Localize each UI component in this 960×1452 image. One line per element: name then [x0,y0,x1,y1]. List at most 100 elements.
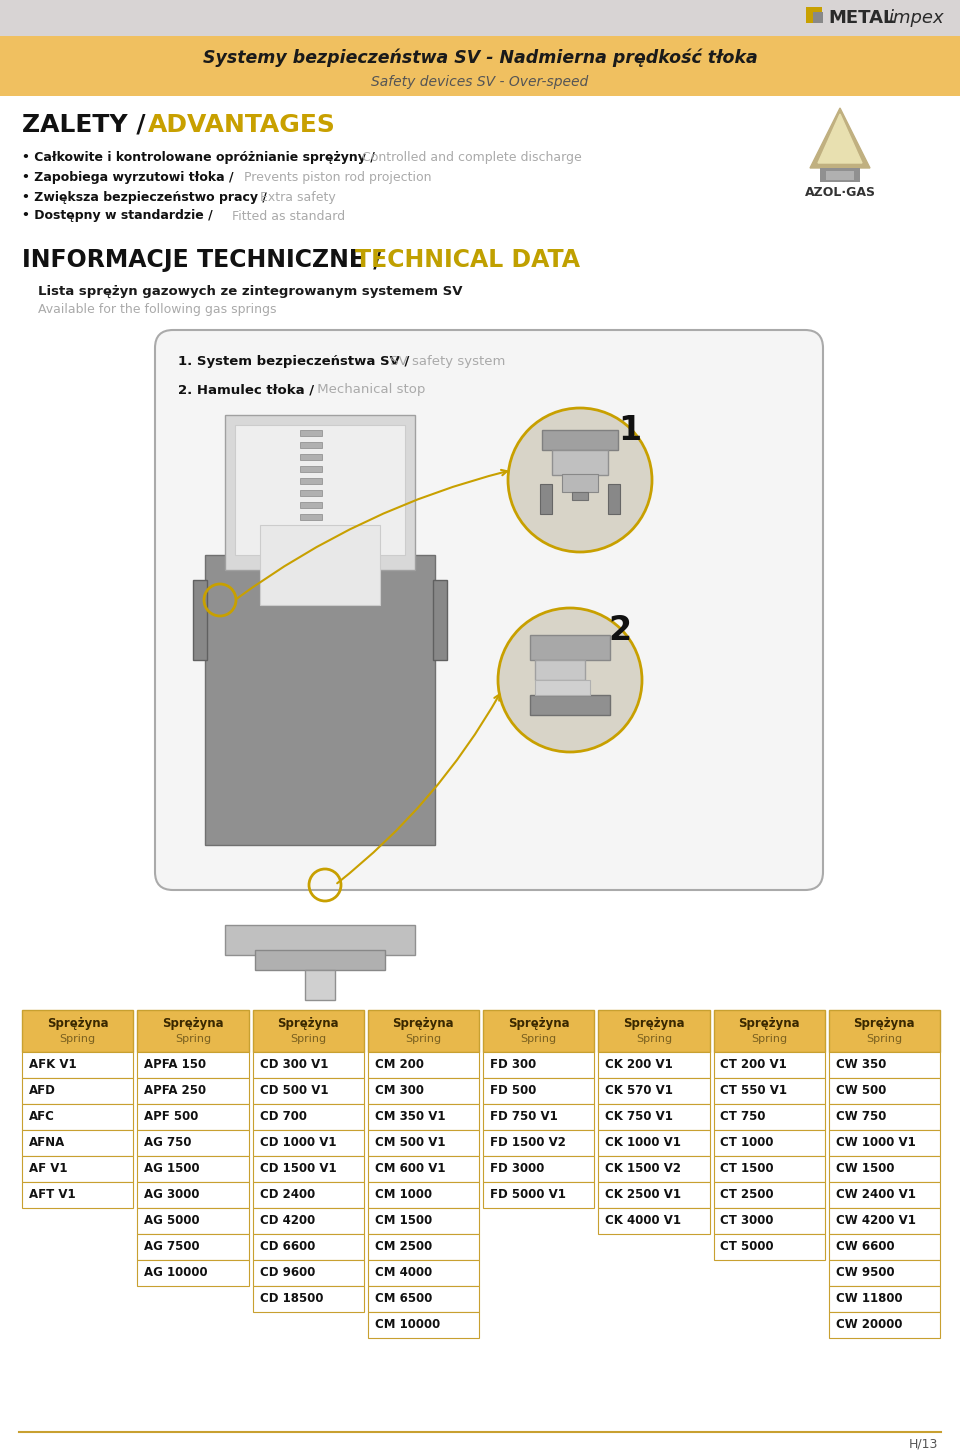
Text: CD 700: CD 700 [259,1111,306,1124]
Bar [22,1130,133,1156]
Text: Spring: Spring [290,1034,326,1044]
Text: 1. System bezpieczeństwa SV /: 1. System bezpieczeństwa SV / [178,356,409,369]
Bar [826,171,854,180]
Bar [368,1260,479,1286]
Bar [598,1053,709,1077]
Bar [305,970,335,1000]
Bar [300,489,322,497]
Bar [137,1130,249,1156]
Text: AFNA: AFNA [29,1137,65,1150]
Bar [368,1234,479,1260]
Text: CW 4200 V1: CW 4200 V1 [836,1214,916,1227]
Text: AF V1: AF V1 [29,1163,67,1176]
Text: Spring: Spring [60,1034,96,1044]
Bar [608,484,620,514]
Text: Sprężyna: Sprężyna [47,1016,108,1029]
Bar [535,661,585,680]
Polygon shape [810,107,870,168]
Text: Sprężyna: Sprężyna [623,1016,684,1029]
Text: • Zwiększa bezpieczeństwo pracy /: • Zwiększa bezpieczeństwo pracy / [22,190,267,203]
Bar [137,1011,249,1053]
Text: CT 5000: CT 5000 [721,1240,774,1253]
Bar [225,925,415,955]
Text: Spring: Spring [866,1034,902,1044]
Bar [368,1053,479,1077]
Bar [806,7,822,23]
Bar [22,1053,133,1077]
Text: METAL: METAL [828,9,895,28]
Text: Lista sprężyn gazowych ze zintegrowanym systemem SV: Lista sprężyn gazowych ze zintegrowanym … [38,286,463,299]
Text: CT 2500: CT 2500 [721,1189,774,1201]
Text: CD 2400: CD 2400 [259,1189,315,1201]
Text: CK 1500 V2: CK 1500 V2 [605,1163,682,1176]
Text: AZOL·GAS: AZOL·GAS [804,186,876,199]
Text: • Dostępny w standardzie /: • Dostępny w standardzie / [22,209,213,222]
Bar [137,1077,249,1104]
Text: INFORMACJE TECHNICZNE /: INFORMACJE TECHNICZNE / [22,248,382,272]
Text: CK 2500 V1: CK 2500 V1 [605,1189,682,1201]
Text: CW 350: CW 350 [836,1059,886,1072]
Bar [598,1011,709,1053]
Text: Sprężyna: Sprężyna [508,1016,569,1029]
Text: • Całkowite i kontrolowane opróżnianie sprężyny /: • Całkowite i kontrolowane opróżnianie s… [22,151,374,164]
Bar [598,1156,709,1182]
Bar [137,1053,249,1077]
Bar [828,1130,940,1156]
Text: AG 10000: AG 10000 [144,1266,208,1279]
Text: Sprężyna: Sprężyna [853,1016,915,1029]
Bar [713,1104,825,1130]
Text: CM 1000: CM 1000 [374,1189,432,1201]
Text: FD 750 V1: FD 750 V1 [490,1111,558,1124]
Text: CD 4200: CD 4200 [259,1214,315,1227]
Bar [368,1104,479,1130]
Text: Systemy bezpieczeństwa SV - Nadmierna prędkość tłoka: Systemy bezpieczeństwa SV - Nadmierna pr… [203,49,757,67]
Text: CM 1500: CM 1500 [374,1214,432,1227]
Bar [713,1077,825,1104]
Bar [252,1260,364,1286]
Bar [433,579,447,661]
Text: TECHNICAL DATA: TECHNICAL DATA [355,248,580,272]
Bar [572,492,588,499]
Text: AG 5000: AG 5000 [144,1214,200,1227]
Text: AG 1500: AG 1500 [144,1163,200,1176]
Text: 1: 1 [618,414,641,447]
Bar [483,1104,594,1130]
Bar [368,1077,479,1104]
Polygon shape [818,115,862,163]
Circle shape [498,608,642,752]
Text: FD 300: FD 300 [490,1059,537,1072]
Text: AFC: AFC [29,1111,55,1124]
Text: Safety devices SV - Over-speed: Safety devices SV - Over-speed [372,76,588,89]
Bar [530,696,610,714]
Text: FD 3000: FD 3000 [490,1163,544,1176]
Bar [137,1104,249,1130]
Text: CM 6500: CM 6500 [374,1292,432,1305]
Text: CT 1500: CT 1500 [721,1163,774,1176]
Text: CD 18500: CD 18500 [259,1292,323,1305]
Bar [252,1286,364,1313]
Text: SV safety system: SV safety system [386,356,505,369]
Bar [252,1104,364,1130]
Text: CW 1000 V1: CW 1000 V1 [836,1137,916,1150]
Text: FD 1500 V2: FD 1500 V2 [490,1137,565,1150]
Text: CW 9500: CW 9500 [836,1266,895,1279]
Text: CK 4000 V1: CK 4000 V1 [605,1214,682,1227]
Bar [483,1053,594,1077]
Text: Spring: Spring [751,1034,787,1044]
Bar [828,1053,940,1077]
Bar [252,1011,364,1053]
Bar [828,1313,940,1337]
Text: CD 300 V1: CD 300 V1 [259,1059,328,1072]
Bar [713,1234,825,1260]
Bar [260,526,380,605]
Bar [483,1182,594,1208]
Bar [300,514,322,520]
Bar [562,473,598,492]
Bar [828,1077,940,1104]
Text: CM 500 V1: CM 500 V1 [374,1137,445,1150]
Bar [713,1011,825,1053]
Text: CT 200 V1: CT 200 V1 [721,1059,787,1072]
Text: CD 1000 V1: CD 1000 V1 [259,1137,336,1150]
Bar [828,1011,940,1053]
Bar [368,1011,479,1053]
